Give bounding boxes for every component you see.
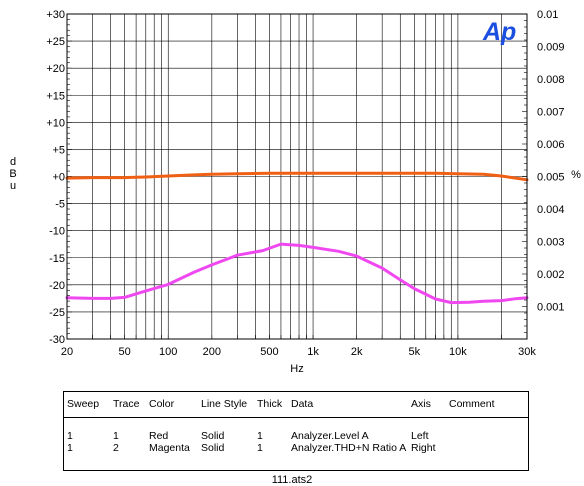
ap-logo: Ap xyxy=(482,18,516,46)
legend-table: Sweep Trace Color Line Style Thick Data … xyxy=(63,391,529,471)
row-data: Analyzer.THD+N Ratio A xyxy=(291,442,407,454)
right-axis-label: % xyxy=(571,169,581,181)
left-tick-label: -15 xyxy=(49,253,65,265)
left-tick-label: +20 xyxy=(46,63,65,75)
legend-header-row: Sweep Trace Color Line Style Thick Data … xyxy=(64,397,528,411)
left-tick-label: +5 xyxy=(52,144,65,156)
right-tick-label: 0.008 xyxy=(537,74,565,86)
header-color: Color xyxy=(149,398,175,410)
header-line-style: Line Style xyxy=(201,398,248,410)
row-color: Magenta xyxy=(149,442,190,454)
row-trace: 2 xyxy=(113,442,119,454)
x-tick-label: 1k xyxy=(307,346,319,358)
x-tick-label: 10k xyxy=(449,346,467,358)
left-tick-label: +15 xyxy=(46,90,65,102)
left-tick-label: -25 xyxy=(49,307,65,319)
x-tick-label: 2k xyxy=(351,346,363,358)
x-tick-label: 50 xyxy=(119,346,131,358)
right-tick-label: 0.009 xyxy=(537,42,565,54)
right-tick-label: 0.001 xyxy=(537,302,565,314)
left-axis-label: dBu xyxy=(9,156,16,192)
left-tick-label: -20 xyxy=(49,280,65,292)
header-comment: Comment xyxy=(449,398,495,410)
left-tick-label: +30 xyxy=(46,9,65,21)
header-sweep: Sweep xyxy=(67,398,100,410)
file-name-caption: 111.ats2 xyxy=(271,474,313,486)
left-axis-label-letter: u xyxy=(10,180,16,192)
right-tick-label: 0.004 xyxy=(537,204,565,216)
row-sweep: 1 xyxy=(67,430,73,442)
x-tick-label: 500 xyxy=(260,346,278,358)
left-axis-label-letter: B xyxy=(9,168,16,180)
x-tick-label: 30k xyxy=(518,346,536,358)
header-axis: Axis xyxy=(411,398,431,410)
left-tick-label: +10 xyxy=(46,117,65,129)
audio-response-chart: +30 +25 +20 +15 +10 +5 +0 -5 -10 -15 -20 -25 -30 0.0… xyxy=(9,9,581,375)
left-tick-label: -10 xyxy=(49,226,65,238)
row-thick: 1 xyxy=(257,430,263,442)
legend-row: 1 2 Magenta Solid 1 Analyzer.THD+N Ratio… xyxy=(64,441,528,455)
left-axis-tick-labels: +30 +25 +20 +15 +10 +5 +0 -5 -10 -15 -20 -25 -30 xyxy=(46,9,65,346)
row-thick: 1 xyxy=(257,442,263,454)
row-axis: Right xyxy=(411,442,436,454)
header-data: Data xyxy=(291,398,314,410)
header-trace: Trace xyxy=(113,398,140,410)
row-axis: Left xyxy=(411,430,429,442)
x-axis-label: Hz xyxy=(290,363,303,375)
thd-ratio-series-line xyxy=(65,242,529,305)
left-tick-label: +25 xyxy=(46,36,65,48)
row-data: Analyzer.Level A xyxy=(291,430,369,442)
right-tick-label: 0.002 xyxy=(537,269,565,281)
left-axis-label-letter: d xyxy=(10,156,16,168)
row-trace: 1 xyxy=(113,430,119,442)
row-line-style: Solid xyxy=(201,430,225,442)
right-tick-label: 0.006 xyxy=(537,139,565,151)
legend-divider xyxy=(64,417,528,418)
level-series-line xyxy=(65,171,529,182)
left-tick-label: -30 xyxy=(49,334,65,346)
legend-row: 1 1 Red Solid 1 Analyzer.Level A Left xyxy=(64,429,528,443)
x-tick-label: 100 xyxy=(159,346,177,358)
row-color: Red xyxy=(149,430,169,442)
header-thick: Thick xyxy=(257,398,283,410)
right-tick-label: 0.005 xyxy=(537,172,565,184)
right-tick-label: 0.003 xyxy=(537,237,565,249)
x-tick-label: 20 xyxy=(61,346,73,358)
left-tick-label: +0 xyxy=(52,172,65,184)
row-line-style: Solid xyxy=(201,442,225,454)
row-sweep: 1 xyxy=(67,442,73,454)
right-axis-tick-labels: 0.01 0.009 0.008 0.007 0.006 0.005 0.004 0.003 0… xyxy=(537,9,565,314)
grid xyxy=(67,14,527,339)
right-tick-label: 0.007 xyxy=(537,107,565,119)
plot-frame xyxy=(66,13,528,340)
x-tick-label: 5k xyxy=(408,346,420,358)
series-layer xyxy=(65,171,529,305)
left-tick-label: -5 xyxy=(55,199,65,211)
x-axis-tick-labels: 20 50 100 200 500 1k 2k 5k 10k 30k xyxy=(61,346,536,358)
right-tick-label: 0.01 xyxy=(537,9,558,21)
x-tick-label: 200 xyxy=(203,346,221,358)
